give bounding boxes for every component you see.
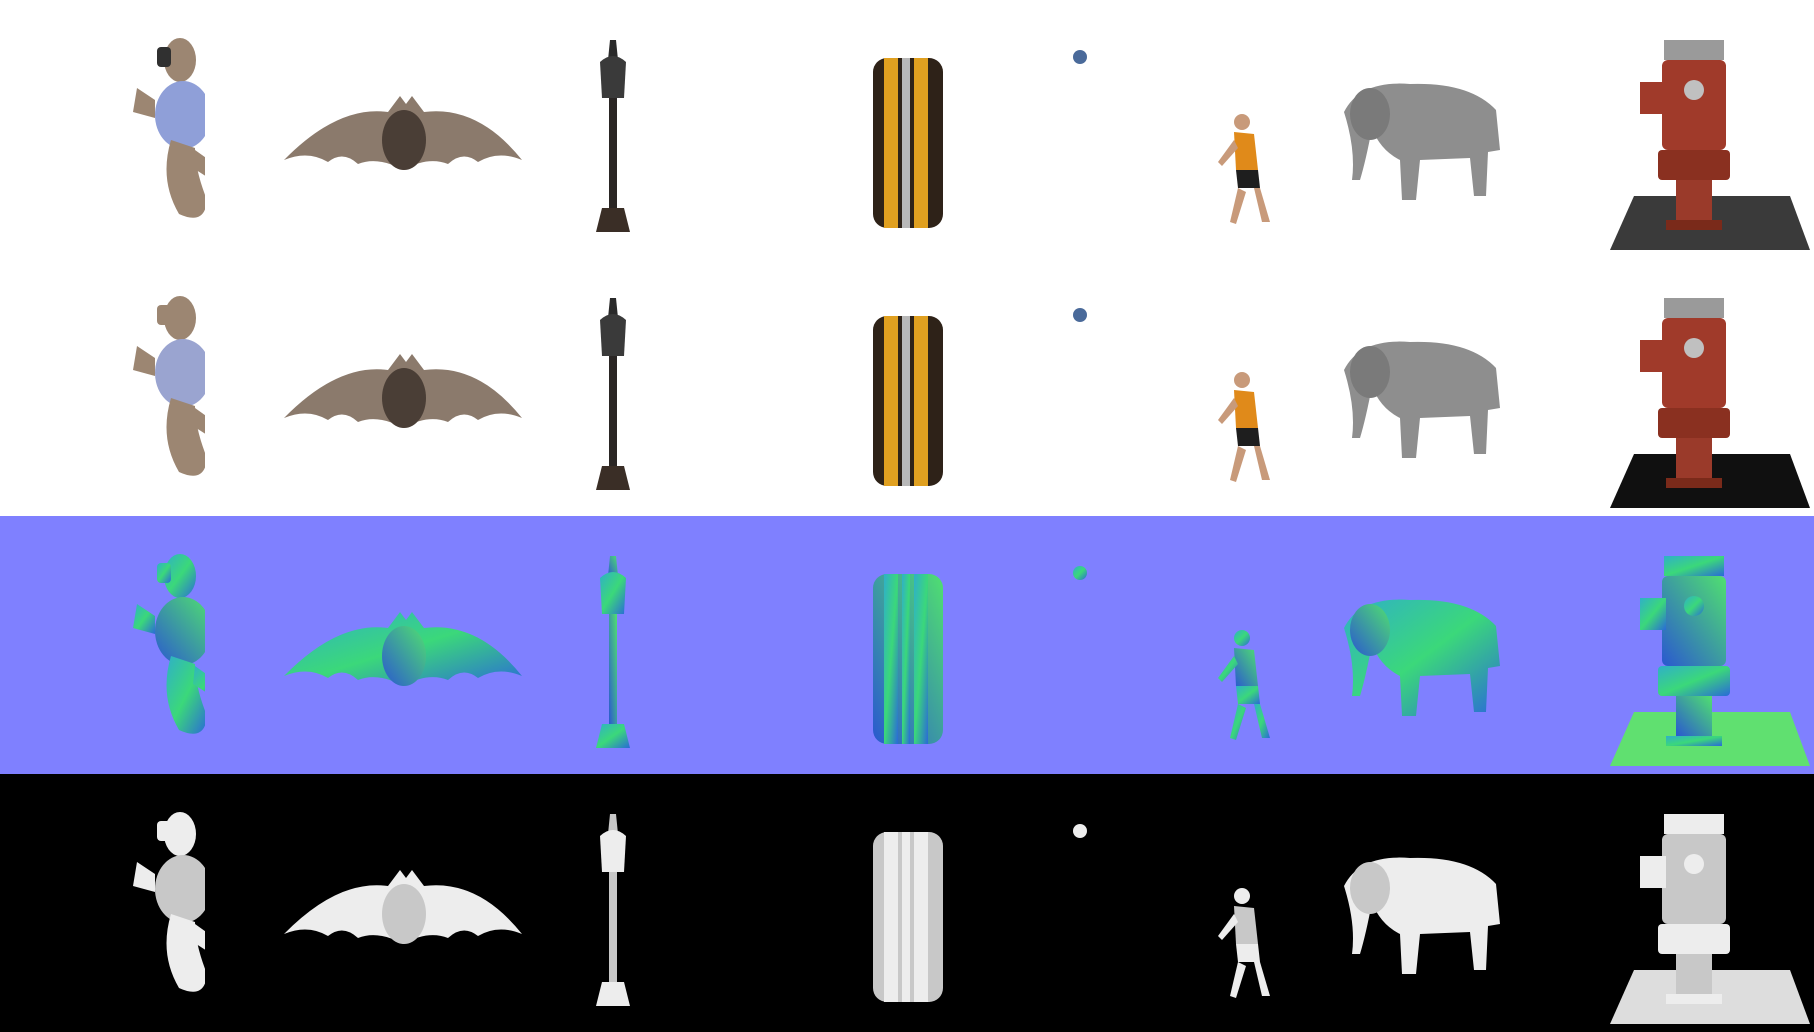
fire-hydrant-icon xyxy=(1590,774,1814,1032)
render-row-depth xyxy=(0,774,1814,1032)
running-person-icon xyxy=(1178,516,1328,774)
elephant-icon xyxy=(1320,516,1540,774)
teddy-bear-icon xyxy=(75,258,205,516)
bat-icon xyxy=(278,516,528,774)
render-row-normal xyxy=(0,516,1814,774)
ball-icon xyxy=(1030,258,1130,516)
teddy-bear-icon xyxy=(75,0,205,258)
bat-icon xyxy=(278,0,528,258)
bat-icon xyxy=(278,258,528,516)
fire-hydrant-icon xyxy=(1590,258,1814,516)
fire-hydrant-icon xyxy=(1590,516,1814,774)
bat-icon xyxy=(278,774,528,1032)
teddy-bear-icon xyxy=(75,774,205,1032)
street-lamp-icon xyxy=(558,774,668,1032)
tire-icon xyxy=(818,774,1028,1032)
elephant-icon xyxy=(1320,0,1540,258)
teddy-bear-icon xyxy=(75,516,205,774)
ball-icon xyxy=(1030,0,1130,258)
elephant-icon xyxy=(1320,774,1540,1032)
street-lamp-icon xyxy=(558,0,668,258)
tire-icon xyxy=(818,0,1028,258)
running-person-icon xyxy=(1178,0,1328,258)
tire-icon xyxy=(818,516,1028,774)
running-person-icon xyxy=(1178,774,1328,1032)
tire-icon xyxy=(818,258,1028,516)
fire-hydrant-icon xyxy=(1590,0,1814,258)
render-row-albedo xyxy=(0,258,1814,516)
street-lamp-icon xyxy=(558,258,668,516)
elephant-icon xyxy=(1320,258,1540,516)
render-row-textured xyxy=(0,0,1814,258)
ball-icon xyxy=(1030,516,1130,774)
running-person-icon xyxy=(1178,258,1328,516)
ball-icon xyxy=(1030,774,1130,1032)
street-lamp-icon xyxy=(558,516,668,774)
